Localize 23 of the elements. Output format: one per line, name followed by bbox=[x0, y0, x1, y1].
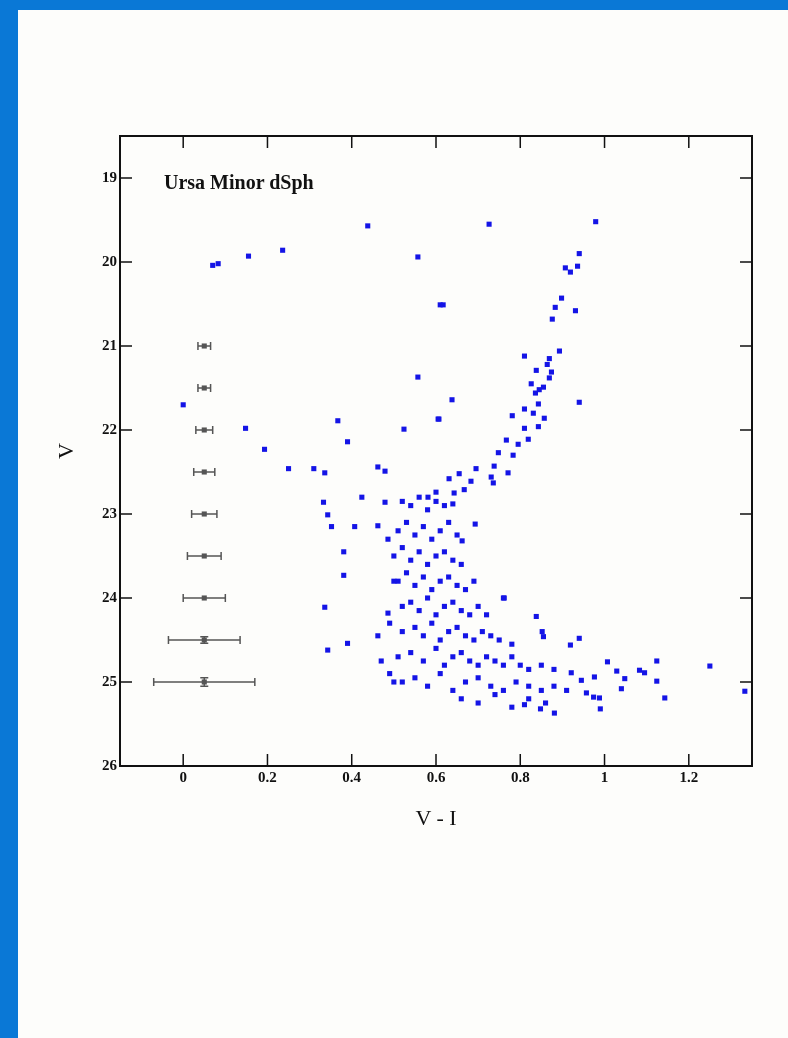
point bbox=[201, 469, 207, 475]
y-tick-label: 20 bbox=[102, 252, 117, 269]
y-tick-label: 23 bbox=[102, 504, 117, 521]
y-tick-label: 22 bbox=[102, 420, 117, 437]
point bbox=[201, 595, 207, 601]
y-tick-label: 19 bbox=[102, 168, 117, 185]
y-tick-label: 25 bbox=[102, 672, 117, 689]
x-tick-label: 1.2 bbox=[679, 768, 699, 785]
y-axis-title: V bbox=[52, 442, 78, 459]
text: Ursa Minor dSph bbox=[164, 171, 314, 195]
point bbox=[201, 427, 207, 433]
point bbox=[201, 553, 207, 559]
point bbox=[201, 511, 207, 517]
x-tick-label: 1 bbox=[600, 768, 609, 785]
x-tick-label: 0.6 bbox=[426, 768, 446, 785]
y-tick-label: 26 bbox=[102, 756, 118, 773]
x-axis-title: V - I bbox=[415, 804, 457, 830]
x-tick-label: 0.4 bbox=[342, 768, 362, 785]
y-tick-label: 21 bbox=[102, 336, 117, 353]
x-tick-label: 0.8 bbox=[510, 768, 530, 785]
x-tick-label: 0.2 bbox=[258, 768, 277, 785]
x-tick-label: 0 bbox=[179, 768, 187, 785]
y-tick-label: 24 bbox=[102, 588, 118, 605]
